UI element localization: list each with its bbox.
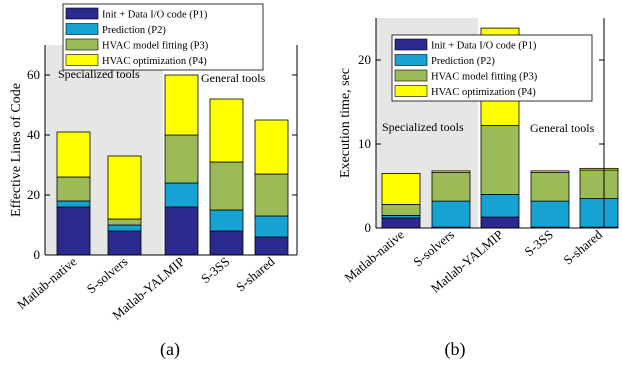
x-category-label: Matlab-native bbox=[341, 227, 407, 286]
bar-segment bbox=[530, 172, 570, 202]
region-label-specialized: Specialized tools bbox=[382, 120, 464, 134]
x-category-label: S-solvers bbox=[84, 254, 131, 297]
bar-segment bbox=[254, 119, 289, 175]
bar-segment bbox=[164, 182, 199, 208]
x-category-label: Matlab-native bbox=[14, 254, 80, 313]
bar-segment bbox=[431, 200, 471, 228]
bar-segment bbox=[107, 155, 142, 220]
y-tick-label: 0 bbox=[365, 220, 372, 235]
legend-entry-label: Prediction (P2) bbox=[102, 25, 166, 36]
bar-segment bbox=[107, 218, 142, 226]
y-axis-title: Execution time, sec bbox=[338, 68, 353, 178]
region-label-general: General tools bbox=[201, 71, 266, 85]
bar-segment bbox=[579, 169, 619, 199]
x-category-label: S-solvers bbox=[410, 227, 457, 270]
x-category-label: S-3SS bbox=[198, 254, 233, 286]
legend-entry-label: HVAC optimization (P4) bbox=[431, 87, 536, 98]
legend-entry-label: HVAC model fitting (P3) bbox=[102, 41, 209, 52]
bar-segment bbox=[530, 200, 570, 228]
legend-swatch bbox=[65, 23, 99, 35]
y-tick-label: 10 bbox=[358, 136, 371, 151]
y-axis-title: Effective Lines of Code bbox=[9, 83, 24, 217]
bar-segment bbox=[381, 172, 421, 205]
bar-segment bbox=[209, 209, 244, 232]
y-tick-label: 0 bbox=[34, 247, 41, 262]
bar-segment bbox=[107, 230, 142, 256]
bar-segment bbox=[164, 74, 199, 136]
bar-segment bbox=[209, 161, 244, 211]
bar-segment bbox=[480, 125, 520, 195]
x-category-label: S-3SS bbox=[521, 227, 556, 259]
bar-segment bbox=[480, 216, 520, 229]
legend-entry-label: HVAC model fitting (P3) bbox=[431, 72, 538, 83]
x-category-label: S-shared bbox=[233, 253, 278, 294]
bar-segment bbox=[56, 200, 91, 208]
bar-segment bbox=[254, 173, 289, 217]
bar-segment bbox=[56, 176, 91, 202]
bar-segment bbox=[381, 204, 421, 216]
legend-swatch bbox=[394, 38, 428, 51]
bar-segment bbox=[56, 131, 91, 178]
bar-segment bbox=[164, 134, 199, 184]
legend: Init + Data I/O code (P1) Prediction (P2)… bbox=[62, 3, 264, 71]
y-tick-label: 40 bbox=[27, 127, 40, 142]
bar-segment bbox=[431, 170, 471, 173]
bar-segment bbox=[431, 172, 471, 202]
x-category-label: S-shared bbox=[560, 226, 605, 267]
y-tick-label: 20 bbox=[27, 187, 40, 202]
panel-caption: (b) bbox=[445, 339, 466, 360]
region-label-general: General tools bbox=[530, 121, 595, 135]
y-tick-label: 60 bbox=[27, 67, 40, 82]
bar-segment bbox=[254, 215, 289, 238]
legend-swatch bbox=[65, 7, 99, 20]
legend-entry-label: Init + Data I/O code (P1) bbox=[102, 10, 208, 21]
legend-swatch bbox=[65, 54, 99, 66]
bar-segment bbox=[107, 224, 142, 232]
bar-segment bbox=[579, 167, 619, 171]
y-tick-label: 20 bbox=[358, 52, 371, 67]
bar-segment bbox=[579, 198, 619, 228]
bar-segment bbox=[164, 206, 199, 256]
bar-segment bbox=[56, 206, 91, 256]
bar-segment bbox=[530, 170, 570, 173]
legend-entry-label: Init + Data I/O code (P1) bbox=[431, 41, 537, 52]
legend-entry-label: Prediction (P2) bbox=[431, 56, 495, 67]
bar-segment bbox=[209, 98, 244, 163]
legend-swatch bbox=[394, 54, 428, 66]
legend-entry-label: HVAC optimization (P4) bbox=[102, 56, 207, 67]
legend-swatch bbox=[394, 69, 428, 82]
bar-segment bbox=[254, 236, 289, 256]
legend-swatch bbox=[394, 85, 428, 97]
legend: Init + Data I/O code (P1) Prediction (P2)… bbox=[391, 34, 593, 102]
bar-segment bbox=[209, 230, 244, 256]
bar-segment bbox=[381, 217, 421, 229]
bar-segment bbox=[480, 193, 520, 218]
legend-swatch bbox=[65, 38, 99, 51]
panel-caption: (a) bbox=[160, 339, 180, 360]
region-label-specialized: Specialized tools bbox=[58, 67, 140, 81]
